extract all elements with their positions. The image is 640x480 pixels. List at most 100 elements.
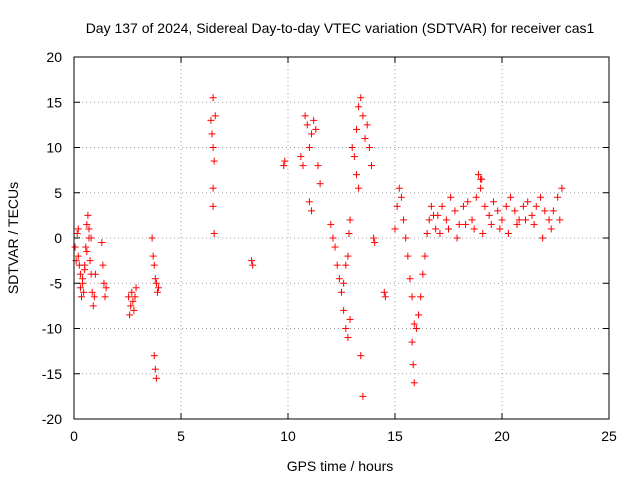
data-point <box>91 270 99 278</box>
data-point <box>84 211 92 219</box>
data-point <box>556 216 564 224</box>
data-point <box>511 207 519 215</box>
data-point <box>455 220 463 228</box>
data-point <box>211 112 219 120</box>
data-point <box>474 171 482 179</box>
data-point <box>149 252 157 260</box>
data-point <box>74 252 82 260</box>
data-point <box>370 234 378 242</box>
data-point <box>494 207 502 215</box>
data-point <box>537 193 545 201</box>
data-point <box>303 121 311 129</box>
data-point <box>404 252 412 260</box>
data-point <box>76 270 84 278</box>
data-point <box>406 275 414 283</box>
data-point <box>545 216 553 224</box>
data-point <box>125 293 133 301</box>
data-point <box>155 284 163 292</box>
data-point <box>151 275 159 283</box>
data-point <box>85 225 93 233</box>
data-point <box>333 261 341 269</box>
data-point <box>453 234 461 242</box>
data-point <box>528 211 536 219</box>
data-point <box>487 220 495 228</box>
data-point <box>489 198 497 206</box>
data-point <box>459 202 467 210</box>
data-point <box>507 193 515 201</box>
data-point <box>342 325 350 332</box>
y-tick-label: 15 <box>46 94 62 110</box>
data-point <box>438 202 446 210</box>
data-point <box>150 352 158 360</box>
data-point <box>83 220 91 228</box>
data-point <box>89 302 97 310</box>
data-point <box>90 293 98 301</box>
data-point <box>280 162 288 170</box>
data-point <box>515 216 523 224</box>
data-point <box>208 130 216 138</box>
data-point <box>329 234 337 242</box>
data-point <box>327 220 335 228</box>
data-point <box>427 202 435 210</box>
y-tick-label: -5 <box>50 275 63 291</box>
data-point <box>479 229 487 237</box>
data-point <box>209 184 217 192</box>
data-point <box>421 252 429 260</box>
data-point <box>350 153 358 161</box>
data-point <box>355 184 363 192</box>
data-point <box>73 229 81 237</box>
data-point <box>524 198 532 206</box>
data-point <box>77 293 85 301</box>
data-point <box>305 144 313 151</box>
data-point <box>415 311 423 319</box>
axis-ticks: 0 5 10 15 20 25 -20 -15 -10 -5 0 5 10 15 20 <box>42 49 617 444</box>
y-tick-label: 20 <box>46 49 62 65</box>
data-point <box>342 261 350 269</box>
data-point <box>549 207 557 215</box>
data-point <box>80 288 88 296</box>
data-point <box>310 116 318 124</box>
data-point <box>470 225 478 233</box>
y-tick-label: 0 <box>54 230 62 246</box>
data-point <box>345 229 353 237</box>
x-tick-label: 25 <box>601 428 617 444</box>
chart-title: Day 137 of 2024, Sidereal Day-to-day VTE… <box>86 20 595 36</box>
x-tick-label: 0 <box>70 428 78 444</box>
data-point <box>468 216 476 224</box>
data-point <box>346 216 354 224</box>
data-point <box>71 243 79 251</box>
x-tick-label: 5 <box>177 428 185 444</box>
data-point <box>522 216 530 224</box>
data-point <box>297 153 305 161</box>
data-point <box>88 288 96 296</box>
data-point <box>445 225 452 233</box>
y-tick-label: -20 <box>42 411 62 427</box>
data-point <box>532 202 540 210</box>
data-point <box>371 239 379 247</box>
data-point <box>207 116 215 124</box>
data-point <box>513 220 521 228</box>
data-point <box>410 379 418 387</box>
data-point <box>101 293 109 301</box>
data-point <box>423 229 431 237</box>
data-point <box>357 94 365 102</box>
data-point <box>148 234 156 242</box>
data-point <box>209 94 217 102</box>
data-point <box>209 202 217 210</box>
data-point <box>340 306 348 314</box>
data-point <box>432 225 440 233</box>
data-point <box>485 211 493 219</box>
x-tick-label: 15 <box>387 428 403 444</box>
data-point <box>86 257 94 265</box>
data-point <box>281 157 289 165</box>
data-point <box>308 130 316 138</box>
data-point <box>126 311 134 319</box>
data-point <box>391 225 399 233</box>
data-point <box>478 175 486 183</box>
data-point <box>397 193 405 201</box>
data-point <box>558 184 566 192</box>
data-point <box>464 198 472 206</box>
data-point <box>151 365 159 373</box>
